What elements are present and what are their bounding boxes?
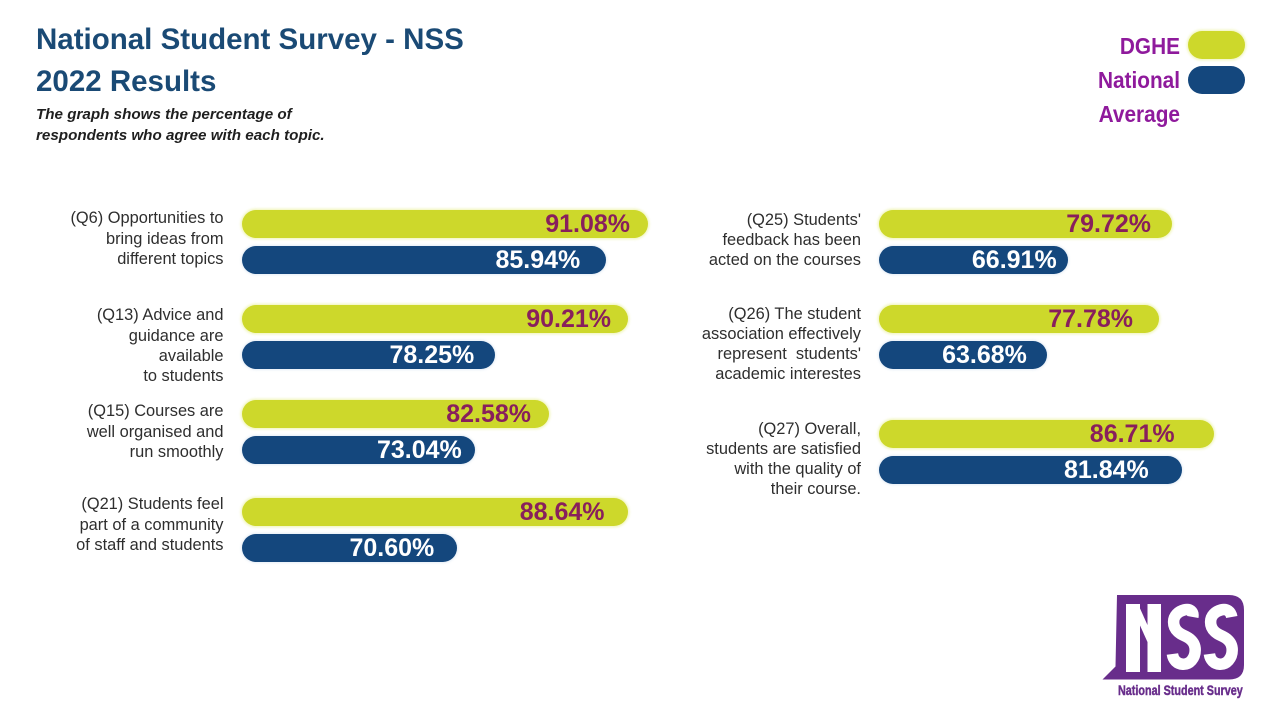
- svg-text:National Student Survey: National Student Survey: [1118, 683, 1243, 698]
